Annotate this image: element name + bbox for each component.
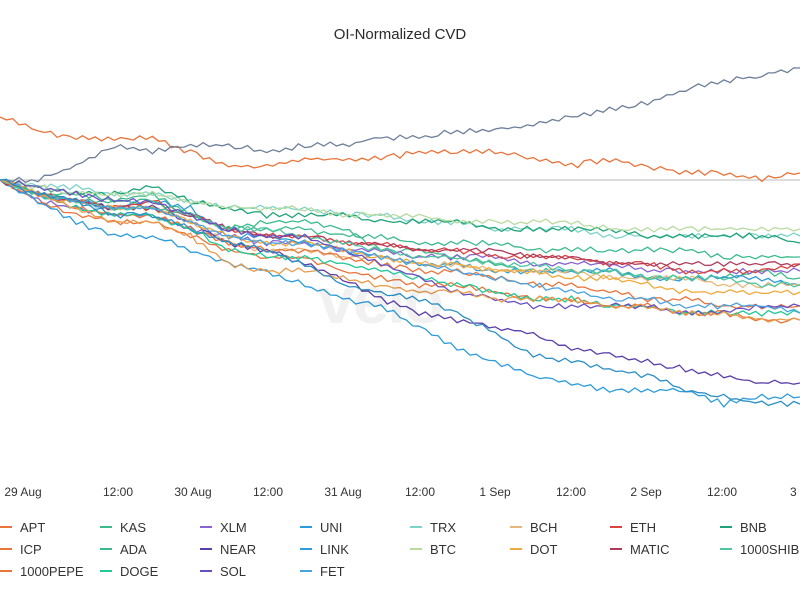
legend-item-uni[interactable]: UNI bbox=[300, 518, 342, 536]
x-tick-label: 29 Aug bbox=[4, 485, 41, 499]
legend-item-1000shib[interactable]: 1000SHIB bbox=[720, 540, 799, 558]
legend-item-bch[interactable]: BCH bbox=[510, 518, 557, 536]
legend-item-eth[interactable]: ETH bbox=[610, 518, 656, 536]
legend-item-doge[interactable]: DOGE bbox=[100, 562, 158, 580]
x-tick-label: 31 Aug bbox=[324, 485, 361, 499]
legend-label: MATIC bbox=[630, 541, 670, 557]
series-line-btc bbox=[0, 179, 800, 233]
legend-swatch bbox=[610, 548, 622, 550]
legend-swatch bbox=[200, 526, 212, 528]
legend-label: ADA bbox=[120, 541, 147, 557]
legend-swatch bbox=[300, 526, 312, 528]
legend-label: ETH bbox=[630, 519, 656, 535]
chart-legend: APT KAS XLM UNI TRX BCH ETH BNB ICP ADA NEAR LINK BT… bbox=[0, 514, 800, 600]
x-tick-label: 12:00 bbox=[405, 485, 435, 499]
legend-swatch bbox=[0, 548, 12, 550]
legend-item-xlm[interactable]: XLM bbox=[200, 518, 247, 536]
legend-label: BTC bbox=[430, 541, 456, 557]
legend-swatch bbox=[100, 570, 112, 572]
legend-swatch bbox=[100, 548, 112, 550]
x-tick-label: 12:00 bbox=[103, 485, 133, 499]
legend-swatch bbox=[0, 526, 12, 528]
x-tick-label: 2 Sep bbox=[630, 485, 662, 499]
series-line-fet bbox=[0, 179, 800, 314]
legend-swatch bbox=[100, 526, 112, 528]
legend-item-sol[interactable]: SOL bbox=[200, 562, 246, 580]
x-tick-label: 12:00 bbox=[707, 485, 737, 499]
legend-label: SOL bbox=[220, 563, 247, 579]
line-chart: 29 Aug 12:00 30 Aug 12:00 31 Aug 12:00 1 Sep 12… bbox=[0, 67, 800, 499]
legend-label: TRX bbox=[430, 519, 456, 535]
legend-item-ada[interactable]: ADA bbox=[100, 540, 147, 558]
legend-swatch bbox=[300, 570, 312, 572]
legend-swatch bbox=[720, 526, 732, 528]
legend-item-1000pepe[interactable]: 1000PEPE bbox=[0, 562, 84, 580]
legend-swatch bbox=[720, 548, 732, 550]
legend-label: BCH bbox=[530, 519, 558, 535]
legend-item-trx[interactable]: TRX bbox=[410, 518, 456, 536]
x-tick-label: 12:00 bbox=[253, 485, 283, 499]
series-line-sol bbox=[0, 179, 800, 317]
series-line-link bbox=[0, 179, 800, 408]
series-line-1000shib bbox=[0, 179, 800, 289]
x-tick-label: 12:00 bbox=[556, 485, 586, 499]
series-line-bnb bbox=[0, 179, 800, 244]
legend-label: KAS bbox=[120, 519, 147, 535]
legend-label: 1000PEPE bbox=[20, 563, 84, 579]
legend-item-kas[interactable]: KAS bbox=[100, 518, 146, 536]
legend-swatch bbox=[510, 548, 522, 550]
legend-label: BNB bbox=[740, 519, 767, 535]
chart-title: OI-Normalized CVD bbox=[333, 26, 467, 43]
series-line-unlabeled-20 bbox=[0, 67, 800, 184]
x-tick-label: 3 Se bbox=[790, 485, 800, 499]
legend-item-icp[interactable]: ICP bbox=[0, 540, 42, 558]
legend-label: DOT bbox=[530, 541, 558, 557]
legend-label: UNI bbox=[320, 519, 343, 535]
legend-label: APT bbox=[20, 519, 46, 535]
legend-swatch bbox=[0, 570, 12, 572]
legend-label: XLM bbox=[220, 519, 247, 535]
legend-label: FET bbox=[320, 563, 345, 579]
legend-item-fet[interactable]: FET bbox=[300, 562, 345, 580]
legend-swatch bbox=[410, 526, 422, 528]
legend-item-btc[interactable]: BTC bbox=[410, 540, 456, 558]
series-lines bbox=[0, 67, 800, 408]
legend-swatch bbox=[410, 548, 422, 550]
x-tick-label: 30 Aug bbox=[174, 485, 211, 499]
series-line-unlabeled-21 bbox=[0, 179, 800, 323]
legend-item-apt[interactable]: APT bbox=[0, 518, 45, 536]
x-axis-ticks: 29 Aug 12:00 30 Aug 12:00 31 Aug 12:00 1 Sep 12… bbox=[4, 485, 800, 499]
legend-label: LINK bbox=[320, 541, 349, 557]
legend-item-near[interactable]: NEAR bbox=[200, 540, 256, 558]
series-line-unlabeled-22 bbox=[0, 178, 800, 408]
legend-item-dot[interactable]: DOT bbox=[510, 540, 557, 558]
legend-label: NEAR bbox=[220, 541, 257, 557]
watermark: velo bbox=[318, 263, 444, 337]
legend-swatch bbox=[200, 548, 212, 550]
legend-label: ICP bbox=[20, 541, 42, 557]
legend-label: 1000SHIB bbox=[740, 541, 800, 557]
legend-swatch bbox=[610, 526, 622, 528]
legend-swatch bbox=[200, 570, 212, 572]
x-tick-label: 1 Sep bbox=[479, 485, 511, 499]
legend-swatch bbox=[300, 548, 312, 550]
series-line-ada bbox=[0, 179, 800, 260]
legend-label: DOGE bbox=[120, 563, 159, 579]
legend-item-bnb[interactable]: BNB bbox=[720, 518, 767, 536]
legend-item-matic[interactable]: MATIC bbox=[610, 540, 669, 558]
legend-swatch bbox=[510, 526, 522, 528]
series-line-apt bbox=[0, 116, 800, 183]
series-line-matic bbox=[0, 179, 800, 268]
legend-item-link[interactable]: LINK bbox=[300, 540, 349, 558]
